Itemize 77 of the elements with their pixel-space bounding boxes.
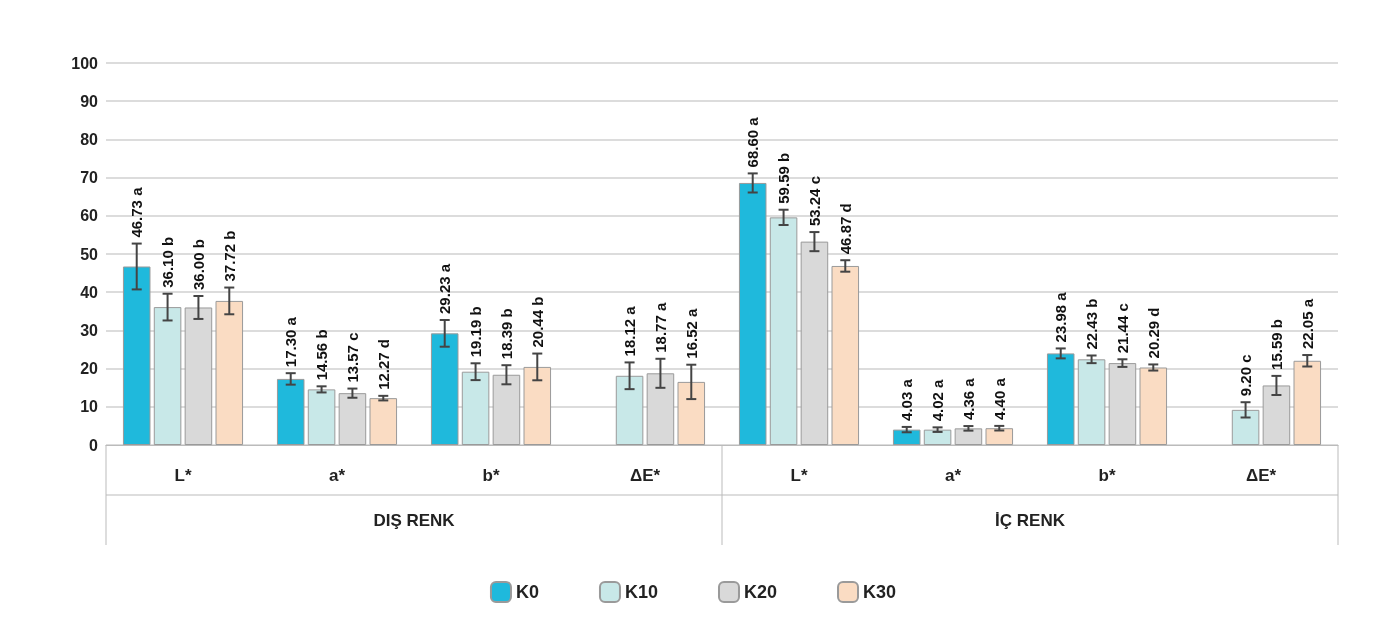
bar — [923, 429, 952, 445]
data-label: 14.56 b — [313, 329, 331, 381]
data-label: 16.52 a — [682, 308, 700, 359]
data-label: 17.30 a — [282, 316, 300, 368]
bar — [307, 389, 336, 445]
data-label: 4.03 a — [898, 378, 916, 421]
data-label: 20.44 b — [528, 296, 546, 348]
x-tick-label: L* — [174, 466, 192, 485]
y-tick-label: 10 — [80, 398, 99, 416]
text: DIŞ RENK — [373, 510, 456, 530]
data-label: 37.72 b — [220, 230, 238, 282]
x-tick-label: L* — [790, 466, 808, 485]
legend-label: K30 — [863, 582, 897, 602]
bar — [1077, 359, 1106, 445]
text: İÇ RENK — [995, 510, 1066, 530]
data-label: 9.20 c — [1237, 354, 1255, 397]
y-tick-label: 90 — [80, 92, 99, 110]
x-tick-label: a* — [328, 466, 346, 485]
data-label: 15.59 b — [1267, 319, 1285, 370]
bar — [523, 366, 552, 445]
data-label: 22.05 a — [1298, 298, 1316, 350]
data-label: 21.44 c — [1113, 303, 1131, 354]
legend-label: K10 — [624, 582, 659, 602]
y-tick-label: 70 — [80, 169, 99, 187]
data-label: 68.60 a — [744, 116, 762, 168]
bar — [677, 381, 706, 445]
bar — [369, 398, 398, 445]
x-tick-label: ΔE* — [1245, 466, 1277, 485]
data-label: 13.57 c — [343, 332, 361, 383]
y-tick-label: 40 — [80, 283, 99, 301]
data-label: 46.73 a — [128, 186, 146, 238]
y-tick-label: 100 — [71, 54, 99, 72]
bar — [985, 428, 1014, 445]
bar — [1139, 367, 1168, 445]
data-label: 18.12 a — [621, 305, 639, 357]
data-label: 19.19 b — [467, 306, 485, 358]
data-label: 12.27 d — [374, 338, 392, 390]
bar — [1293, 360, 1322, 445]
data-label: 29.23 a — [436, 263, 454, 314]
bar — [769, 217, 798, 445]
bar — [276, 378, 305, 445]
bar — [892, 429, 921, 445]
y-tick-label: 0 — [89, 436, 99, 454]
bar — [1231, 409, 1260, 445]
data-label: 22.43 b — [1083, 298, 1101, 350]
data-label: 4.40 a — [990, 377, 1008, 420]
bar — [615, 375, 644, 445]
bar — [831, 265, 860, 445]
legend-label: K20 — [743, 582, 778, 602]
data-label: 23.98 a — [1052, 291, 1070, 343]
data-label: 46.87 d — [836, 203, 854, 255]
x-tick-label: a* — [944, 466, 962, 485]
x-tick-label: b* — [482, 466, 500, 485]
data-label: 18.77 a — [651, 302, 669, 353]
x-tick-label: b* — [1098, 466, 1116, 485]
y-tick-label: 80 — [80, 130, 99, 148]
data-label: 36.10 b — [159, 236, 177, 288]
bar — [122, 266, 151, 445]
bar — [153, 307, 182, 445]
data-label: 20.29 d — [1144, 307, 1162, 359]
bar — [461, 371, 490, 445]
bar — [430, 333, 459, 445]
y-tick-label: 60 — [80, 207, 99, 225]
legend-label: K0 — [515, 582, 539, 602]
data-label: 18.39 b — [497, 308, 515, 360]
bar — [215, 300, 244, 445]
bar — [738, 182, 767, 445]
y-tick-label: 20 — [80, 360, 99, 378]
x-tick-label: ΔE* — [629, 466, 661, 485]
data-label: 4.36 a — [959, 377, 977, 421]
data-label: 4.02 a — [929, 378, 947, 422]
y-tick-label: 50 — [80, 245, 99, 263]
data-label: 36.00 b — [189, 239, 207, 291]
data-label: 59.59 b — [775, 152, 793, 204]
bar — [1046, 353, 1075, 445]
data-label: 53.24 c — [805, 176, 823, 227]
y-tick-label: 30 — [80, 321, 99, 339]
